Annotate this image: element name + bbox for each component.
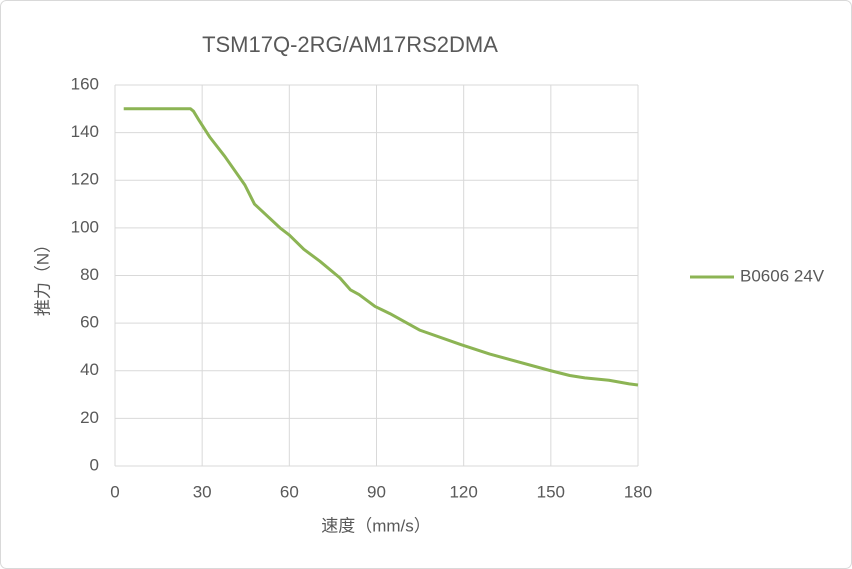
y-tick-label: 100 <box>71 217 99 236</box>
x-tick-label: 90 <box>367 482 386 501</box>
y-tick-label: 20 <box>80 408 99 427</box>
x-tick-label: 60 <box>280 482 299 501</box>
legend-label: B0606 24V <box>740 266 825 285</box>
x-tick-label: 150 <box>537 482 565 501</box>
x-tick-label: 30 <box>193 482 212 501</box>
chart-title: TSM17Q-2RG/AM17RS2DMA <box>202 32 498 57</box>
x-axis-label: 速度（mm/s） <box>321 516 431 535</box>
y-tick-label: 40 <box>80 360 99 379</box>
x-tick-label: 180 <box>624 482 652 501</box>
x-tick-label: 0 <box>110 482 119 501</box>
y-tick-label: 120 <box>71 170 99 189</box>
y-tick-label: 140 <box>71 122 99 141</box>
data-line <box>123 107 639 387</box>
y-tick-label: 80 <box>80 265 99 284</box>
y-tick-label: 160 <box>71 74 99 93</box>
y-axis-label: 推力（N） <box>33 236 52 316</box>
y-tick-label: 60 <box>80 313 99 332</box>
x-tick-label: 120 <box>449 482 477 501</box>
y-tick-label: 0 <box>90 455 99 474</box>
